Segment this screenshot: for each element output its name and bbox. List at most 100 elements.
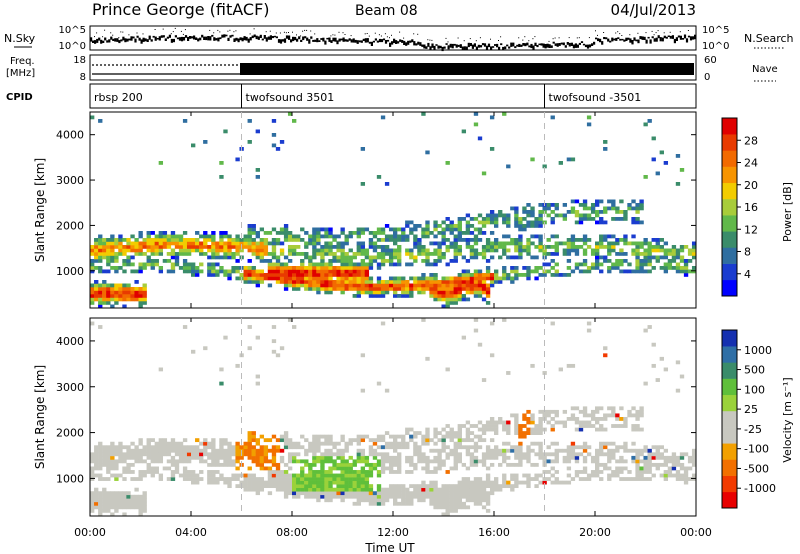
power-cell xyxy=(340,273,345,277)
velocity-cell xyxy=(296,477,301,481)
power-cell xyxy=(405,290,410,295)
power-cell xyxy=(453,290,458,295)
noise-sample xyxy=(342,37,345,42)
power-cell xyxy=(651,255,656,260)
velocity-cell xyxy=(477,459,483,464)
power-cell xyxy=(417,224,422,228)
velocity-cell xyxy=(287,459,293,464)
power-cell xyxy=(304,255,309,260)
power-cell xyxy=(388,248,394,253)
noise-sample xyxy=(623,39,626,42)
power-cell xyxy=(538,245,543,249)
velocity-cell xyxy=(481,498,487,503)
power-cell xyxy=(166,241,172,246)
velocity-cell xyxy=(595,459,600,464)
velocity-cell xyxy=(671,473,677,478)
power-cell xyxy=(631,248,636,253)
power-cell xyxy=(223,248,228,253)
power-cell xyxy=(599,238,604,242)
velocity-cell xyxy=(691,459,697,464)
velocity-cell xyxy=(453,466,458,471)
velocity-cell xyxy=(485,420,491,425)
power-cell xyxy=(328,262,333,267)
noise-search-sample xyxy=(389,37,390,39)
velocity-cell xyxy=(494,420,499,425)
noise-sample xyxy=(227,37,230,41)
power-cell xyxy=(110,297,115,302)
power-cell xyxy=(364,262,370,267)
power-cell xyxy=(138,234,143,239)
power-cell xyxy=(514,266,519,270)
velocity-cell xyxy=(340,452,345,457)
noise-sample xyxy=(118,40,121,44)
velocity-cell xyxy=(582,455,588,460)
velocity-cell xyxy=(437,448,442,453)
noise-sample xyxy=(298,36,301,40)
velocity-cell xyxy=(223,441,228,446)
velocity-cell xyxy=(114,445,119,450)
power-cell xyxy=(566,241,572,246)
velocity-cell xyxy=(328,491,333,496)
noise-sample xyxy=(506,44,509,47)
power-cell xyxy=(473,287,479,291)
power-cell xyxy=(287,269,293,274)
velocity-cell xyxy=(393,434,398,439)
noise-sample xyxy=(178,37,182,41)
noise-sample xyxy=(601,41,604,45)
noise-search-sample xyxy=(391,34,392,36)
power-cell xyxy=(595,266,600,270)
power-cell xyxy=(566,266,572,270)
velocity-cell xyxy=(473,484,479,489)
power-cell xyxy=(498,245,503,249)
power-cell xyxy=(578,203,584,207)
power-cell xyxy=(550,210,555,214)
velocity-cell xyxy=(582,470,588,474)
velocity-cell xyxy=(312,491,317,496)
velocity-cell xyxy=(393,484,398,489)
power-cell xyxy=(526,224,531,228)
power-cell xyxy=(590,217,596,221)
noise-search-sample xyxy=(524,36,526,38)
power-cell xyxy=(275,266,281,270)
velocity-cell xyxy=(550,321,555,326)
power-cell xyxy=(332,273,337,277)
power-cell xyxy=(522,217,527,221)
power-cell xyxy=(461,294,467,298)
power-cell xyxy=(643,252,648,256)
velocity-cell xyxy=(388,441,394,446)
velocity-cell xyxy=(619,466,624,471)
velocity-cell xyxy=(166,445,172,450)
velocity-cell xyxy=(255,477,260,481)
velocity-cell xyxy=(170,477,176,481)
velocity-cell xyxy=(631,455,636,460)
power-cell xyxy=(659,248,664,253)
power-cell xyxy=(267,283,273,288)
velocity-cell xyxy=(360,448,366,453)
velocity-cell xyxy=(158,455,164,460)
velocity-cell xyxy=(631,459,636,464)
power-cell xyxy=(287,266,293,270)
power-cell xyxy=(562,252,568,256)
power-cell xyxy=(405,294,410,298)
noise-sample xyxy=(176,37,180,40)
power-cell xyxy=(98,301,103,305)
velocity-cell xyxy=(409,494,414,499)
velocity-cell xyxy=(251,448,256,453)
power-cell xyxy=(570,206,576,211)
power-cell xyxy=(215,269,220,274)
power-cell xyxy=(489,255,495,260)
velocity-cell xyxy=(582,459,588,464)
power-cell xyxy=(494,245,499,249)
velocity-cell xyxy=(235,466,240,471)
velocity-cell xyxy=(344,491,349,496)
power-cell xyxy=(227,252,232,256)
power-cell xyxy=(433,220,438,225)
power-cell xyxy=(477,220,483,225)
velocity-cell xyxy=(384,441,390,446)
power-cell xyxy=(453,283,458,288)
power-cell xyxy=(336,273,341,277)
velocity-cell xyxy=(263,438,269,443)
power-cell xyxy=(651,136,656,141)
velocity-cell xyxy=(328,438,333,443)
